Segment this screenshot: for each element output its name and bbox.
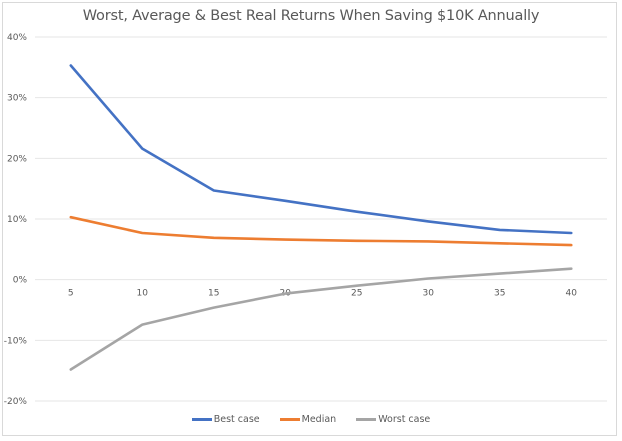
y-tick-label: 0% [13, 276, 28, 286]
x-tick-label: 5 [68, 289, 74, 299]
legend: Best case Median Worst case [0, 414, 622, 425]
series-line-median [69, 215, 573, 247]
x-tick-label: 35 [494, 289, 505, 299]
legend-swatch [356, 418, 377, 421]
y-tick-label: 20% [7, 154, 27, 164]
legend-swatch [279, 418, 300, 421]
series-line-best-case [69, 64, 573, 235]
legend-item: Best case [191, 414, 260, 425]
y-tick-label: 40% [7, 33, 27, 43]
x-tick-label: 30 [423, 289, 435, 299]
series-line-worst-case [69, 267, 573, 371]
legend-swatch [191, 418, 212, 421]
y-tick-label: -20% [4, 397, 28, 407]
legend-label: Worst case [378, 414, 431, 425]
x-tick-label: 10 [137, 289, 149, 299]
y-tick-label: -10% [4, 336, 28, 346]
legend-label: Median [301, 414, 337, 425]
x-tick-label: 25 [351, 289, 362, 299]
legend-item: Median [279, 414, 337, 425]
chart-title: Worst, Average & Best Real Returns When … [82, 8, 540, 24]
x-tick-label: 40 [566, 289, 578, 299]
y-tick-label: 10% [7, 215, 27, 225]
y-tick-label: 30% [7, 94, 27, 104]
legend-label: Best case [213, 414, 260, 425]
legend-item: Worst case [356, 414, 430, 425]
x-tick-label: 15 [208, 289, 219, 299]
